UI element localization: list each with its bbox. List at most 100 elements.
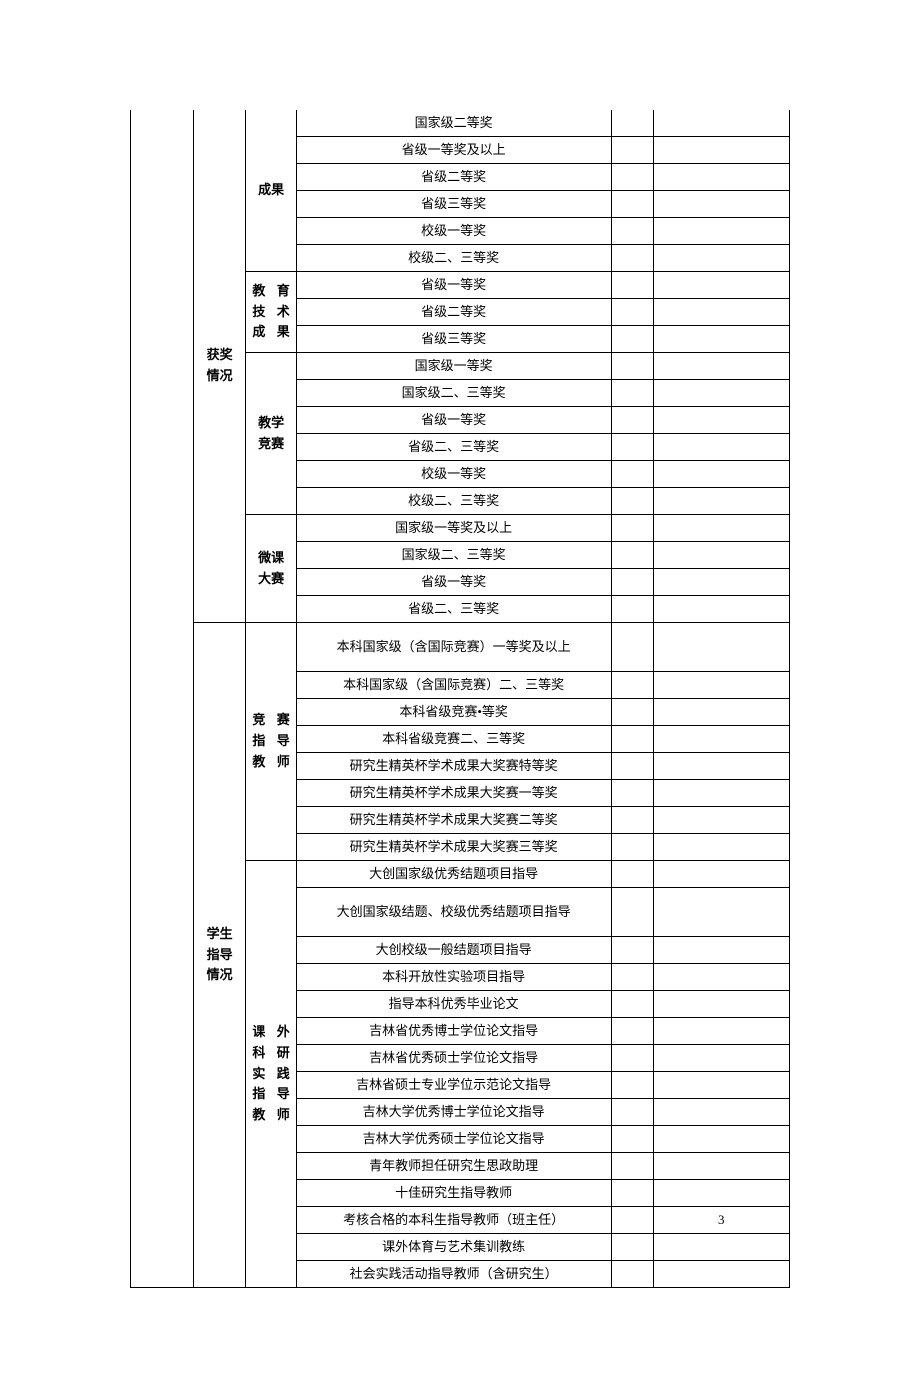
cell-f xyxy=(653,623,789,672)
cell-e xyxy=(611,164,653,191)
cell-f xyxy=(653,807,789,834)
cell-e xyxy=(611,461,653,488)
cell-e xyxy=(611,218,653,245)
cell-e xyxy=(611,434,653,461)
row-label: 吉林大学优秀博士学位论文指导 xyxy=(296,1099,611,1126)
cell-f xyxy=(653,191,789,218)
cell-f xyxy=(653,1153,789,1180)
row-label: 省级三等奖 xyxy=(296,326,611,353)
cell-f xyxy=(653,964,789,991)
row-label: 研究生精英杯学术成果大奖赛三等奖 xyxy=(296,834,611,861)
subgroup-jiaoyu-label: 教育技术成果 xyxy=(252,283,289,340)
row-label: 本科开放性实验项目指导 xyxy=(296,964,611,991)
cell-f xyxy=(653,299,789,326)
row-label: 课外体育与艺术集训教练 xyxy=(296,1234,611,1261)
cell-f xyxy=(653,1261,789,1288)
group-award-label: 获奖情况 xyxy=(207,347,233,383)
row-label: 省级一等奖 xyxy=(296,407,611,434)
cell-e xyxy=(611,515,653,542)
subgroup-jingsai-zhidao: 竞赛指导教师 xyxy=(246,623,296,861)
cell-f xyxy=(653,1018,789,1045)
cell-f xyxy=(653,164,789,191)
cell-e xyxy=(611,726,653,753)
cell-f xyxy=(653,137,789,164)
cell-e xyxy=(611,1018,653,1045)
row-label: 国家级二、三等奖 xyxy=(296,380,611,407)
cell-e xyxy=(611,1180,653,1207)
subgroup-weike: 微课大赛 xyxy=(246,515,296,623)
cell-e xyxy=(611,596,653,623)
cell-e xyxy=(611,272,653,299)
subgroup-weike-label: 微课大赛 xyxy=(258,550,284,586)
cell-f xyxy=(653,699,789,726)
evaluation-table: 获奖情况 成果 国家级二等奖 省级一等奖及以上 省级二等奖 省级三等奖 校级一等… xyxy=(130,110,790,1288)
row-label: 青年教师担任研究生思政助理 xyxy=(296,1153,611,1180)
row-label: 考核合格的本科生指导教师（班主任） xyxy=(296,1207,611,1234)
row-label: 大创国家级结题、校级优秀结题项目指导 xyxy=(296,888,611,937)
row-label: 国家级一等奖及以上 xyxy=(296,515,611,542)
cell-e xyxy=(611,299,653,326)
row-label: 校级一等奖 xyxy=(296,461,611,488)
row-label: 研究生精英杯学术成果大奖赛一等奖 xyxy=(296,780,611,807)
group-student: 学生指导情况 xyxy=(193,623,245,1288)
cell-e xyxy=(611,1072,653,1099)
subgroup-chengguo: 成果 xyxy=(246,110,296,272)
row-label: 本科省级竞赛•等奖 xyxy=(296,699,611,726)
cell-e xyxy=(611,245,653,272)
cell-e xyxy=(611,834,653,861)
cell-e xyxy=(611,807,653,834)
row-label: 省级三等奖 xyxy=(296,191,611,218)
cell-e xyxy=(611,1234,653,1261)
subgroup-kewai: 课外科研实践指导教师 xyxy=(246,861,296,1288)
cell-e xyxy=(611,353,653,380)
row-label: 校级二、三等奖 xyxy=(296,488,611,515)
cell-f xyxy=(653,1099,789,1126)
cell-e xyxy=(611,1207,653,1234)
group-student-label: 学生指导情况 xyxy=(207,926,233,983)
cell-f xyxy=(653,596,789,623)
row-label: 省级一等奖及以上 xyxy=(296,137,611,164)
cell-e xyxy=(611,753,653,780)
row-label: 十佳研究生指导教师 xyxy=(296,1180,611,1207)
cell-f xyxy=(653,407,789,434)
cell-f xyxy=(653,434,789,461)
cell-f xyxy=(653,1180,789,1207)
row-label: 本科省级竞赛二、三等奖 xyxy=(296,726,611,753)
cell-e xyxy=(611,110,653,137)
row-label: 校级二、三等奖 xyxy=(296,245,611,272)
subgroup-jiaoyu: 教育技术成果 xyxy=(246,272,296,353)
cell-e xyxy=(611,991,653,1018)
cell-e xyxy=(611,1126,653,1153)
row-label: 省级二、三等奖 xyxy=(296,596,611,623)
row-label: 国家级二、三等奖 xyxy=(296,542,611,569)
cell-e xyxy=(611,672,653,699)
cell-f xyxy=(653,272,789,299)
row-label: 省级一等奖 xyxy=(296,569,611,596)
cell-f xyxy=(653,542,789,569)
cell-f xyxy=(653,515,789,542)
cell-f xyxy=(653,353,789,380)
cell-e xyxy=(611,1153,653,1180)
cell-e xyxy=(611,888,653,937)
row-label: 研究生精英杯学术成果大奖赛二等奖 xyxy=(296,807,611,834)
cell-e xyxy=(611,861,653,888)
cell-e xyxy=(611,1261,653,1288)
cell-e xyxy=(611,326,653,353)
col-a-blank xyxy=(131,110,194,1288)
cell-f xyxy=(653,488,789,515)
subgroup-jingsa-label: 教学竞赛 xyxy=(258,415,284,451)
row-label: 本科国家级（含国际竞赛）二、三等奖 xyxy=(296,672,611,699)
cell-f xyxy=(653,110,789,137)
cell-e xyxy=(611,1045,653,1072)
row-label: 吉林省优秀博士学位论文指导 xyxy=(296,1018,611,1045)
row-label: 吉林省硕士专业学位示范论文指导 xyxy=(296,1072,611,1099)
cell-e xyxy=(611,488,653,515)
cell-f xyxy=(653,380,789,407)
cell-e xyxy=(611,623,653,672)
cell-f xyxy=(653,937,789,964)
cell-e xyxy=(611,191,653,218)
cell-f xyxy=(653,780,789,807)
row-label: 省级二等奖 xyxy=(296,299,611,326)
row-label: 省级一等奖 xyxy=(296,272,611,299)
cell-f xyxy=(653,726,789,753)
